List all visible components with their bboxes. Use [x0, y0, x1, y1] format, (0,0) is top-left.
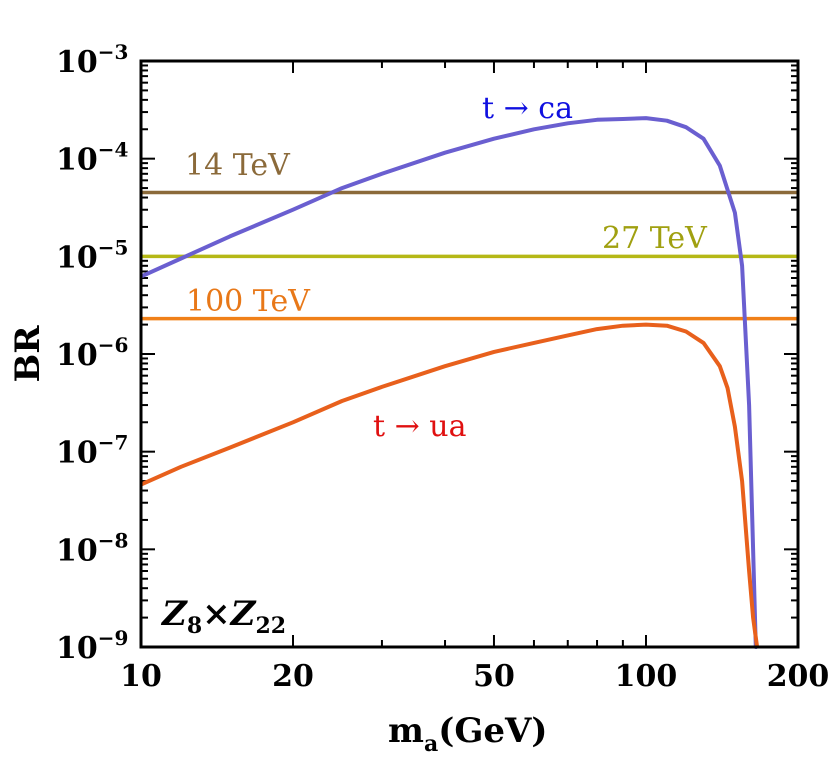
reference-lines [141, 190, 798, 321]
series-label-t-ua: t → ua [373, 409, 467, 444]
hline-label-100tev: 100 TeV [186, 284, 311, 319]
x-axis-title: ma(GeV) [388, 711, 547, 757]
series-label-t-ca: t → ca [482, 91, 573, 126]
y-tick-label: 10−9 [56, 626, 128, 666]
x-tick-label: 50 [473, 659, 515, 694]
series-line-0 [140, 116, 758, 649]
x-tick-label: 100 [615, 659, 678, 694]
x-tick-labels: 10 20 50 100 200 [120, 659, 829, 694]
y-axis-title: BR [8, 325, 48, 383]
hline-label-27tev: 27 TeV [602, 221, 708, 256]
x-tick-label: 200 [767, 659, 830, 694]
y-tick-labels: 10−9 10−8 10−7 10−6 10−5 10−4 10−3 [56, 40, 129, 666]
x-tick-label: 10 [120, 659, 162, 694]
y-tick-label: 10−3 [56, 40, 128, 80]
model-label: Z8×Z22 [160, 594, 286, 639]
plot-frame [139, 59, 800, 649]
x-tick-label: 20 [272, 659, 314, 694]
series-line-1 [140, 322, 760, 648]
y-tick-label: 10−7 [56, 431, 128, 471]
hline-label-14tev: 14 TeV [185, 148, 291, 183]
y-tick-label: 10−8 [56, 528, 128, 568]
y-tick-label: 10−5 [56, 235, 128, 275]
y-tick-label: 10−6 [56, 333, 128, 373]
y-tick-label: 10−4 [56, 138, 129, 178]
series-lines [140, 116, 760, 649]
